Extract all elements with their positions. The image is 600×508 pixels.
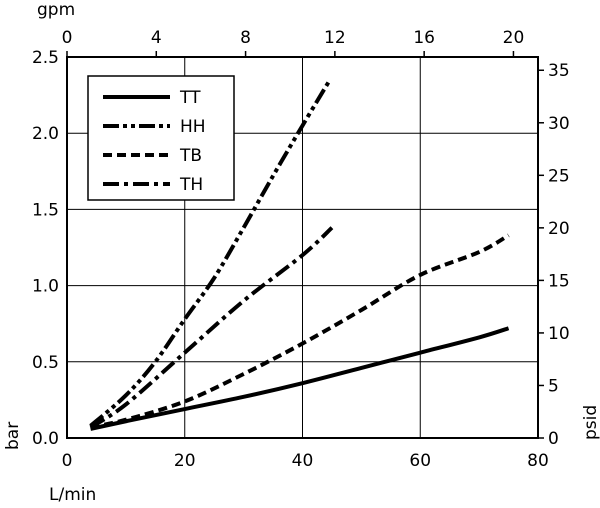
x2-tick-label: 20: [503, 28, 525, 48]
x2-tick-label: 0: [62, 28, 73, 48]
series-line-th: [89, 226, 334, 430]
tick-labels: 0 20 40 60 800.00.51.01.52.02.50 4 8 12 16 200510…: [32, 28, 570, 471]
x2-tick-label: 12: [324, 28, 346, 48]
legend-box: [87, 75, 235, 201]
legend: TT HH TB TH: [87, 75, 235, 201]
series-line-hh: [89, 80, 331, 428]
y-tick-label: 2.5: [32, 48, 59, 68]
x-tick-label: 20: [174, 451, 196, 471]
x-tick-label: 80: [527, 451, 549, 471]
legend-label-tb: TB: [179, 146, 202, 166]
legend-label-tt: TT: [179, 88, 201, 108]
series-line-tt: [90, 326, 510, 431]
y-axis-left-title: bar: [3, 422, 23, 450]
x2-tick-label: 16: [413, 28, 435, 48]
plot-frame: [66, 56, 539, 439]
x2-tick-label: 8: [240, 28, 251, 48]
x-axis-top-title: gpm: [37, 0, 75, 20]
y2-tick-label: 5: [548, 376, 559, 396]
series-line-tb: [90, 233, 510, 430]
y2-tick-label: 35: [548, 61, 570, 81]
legend-label-hh: HH: [180, 117, 206, 137]
y-tick-label: 0.0: [32, 429, 59, 449]
y-axis-right-title: psid: [581, 405, 600, 440]
x-tick-label: 40: [292, 451, 314, 471]
y-tick-label: 1.5: [32, 200, 59, 220]
y2-tick-label: 25: [548, 166, 570, 186]
x2-tick-label: 4: [151, 28, 162, 48]
series-layer: [89, 80, 510, 431]
y-tick-label: 1.0: [32, 277, 59, 297]
x-tick-label: 0: [62, 451, 73, 471]
x-tick-label: 60: [409, 451, 431, 471]
y-tick-label: 2.0: [32, 124, 59, 144]
legend-label-th: TH: [179, 175, 203, 195]
y2-tick-label: 15: [548, 271, 570, 291]
y2-tick-label: 10: [548, 324, 570, 344]
y2-tick-label: 0: [548, 429, 559, 449]
y-tick-label: 0.5: [32, 353, 59, 373]
x-axis-bottom-title: L/min: [49, 485, 96, 503]
y2-tick-label: 30: [548, 114, 570, 134]
y2-tick-label: 20: [548, 219, 570, 239]
